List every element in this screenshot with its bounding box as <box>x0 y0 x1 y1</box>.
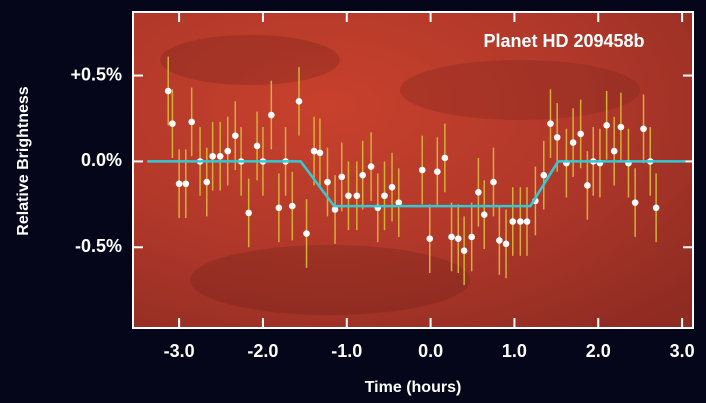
data-point <box>224 147 232 155</box>
data-point <box>345 192 352 200</box>
data-point <box>324 178 331 186</box>
data-point <box>502 240 510 248</box>
x-tick-label: -3.0 <box>164 341 195 361</box>
data-point <box>203 178 211 186</box>
texture <box>190 245 470 315</box>
data-point <box>288 202 296 210</box>
data-point <box>231 132 239 139</box>
data-point <box>188 118 195 126</box>
data-point <box>441 154 449 162</box>
data-point <box>523 218 531 225</box>
data-point <box>245 209 252 217</box>
data-point <box>359 171 367 179</box>
data-point <box>209 152 216 160</box>
texture <box>400 60 640 120</box>
y-axis-label: Relative Brightness <box>15 86 32 235</box>
data-point <box>426 235 434 242</box>
y-tick-label: -0.5% <box>75 236 122 256</box>
data-point <box>182 180 190 188</box>
data-point <box>610 147 618 155</box>
data-point <box>295 98 303 105</box>
data-point <box>540 171 548 179</box>
data-point <box>517 218 524 225</box>
y-tick-label: +0.5% <box>70 64 122 84</box>
model-line <box>147 160 686 208</box>
x-tick-label: 3.0 <box>670 341 695 361</box>
data-point <box>268 111 275 119</box>
data-point <box>275 204 283 212</box>
data-point <box>584 182 591 189</box>
data-point <box>547 120 554 127</box>
x-tick-label: 0.0 <box>418 341 443 361</box>
data-point <box>490 178 497 186</box>
plot-frame <box>132 11 694 329</box>
data-point <box>569 139 577 146</box>
x-tick-label: -2.0 <box>247 341 278 361</box>
x-axis-label: Time (hours) <box>365 379 462 396</box>
data-point <box>496 237 503 244</box>
data-point <box>175 180 183 188</box>
data-point <box>367 163 375 170</box>
data-point <box>338 173 346 181</box>
texture <box>160 35 340 85</box>
data-point <box>631 199 639 206</box>
data-point <box>480 211 488 218</box>
annotation: Planet HD 209458b <box>483 31 644 51</box>
data-point <box>640 125 647 133</box>
data-point <box>454 235 462 242</box>
data-point <box>448 233 455 241</box>
data-point <box>434 168 441 176</box>
data-point <box>331 206 339 213</box>
data-point <box>468 233 475 241</box>
data-point <box>475 189 482 196</box>
data-point <box>617 123 625 131</box>
data-point <box>303 230 310 237</box>
data-point <box>418 166 426 174</box>
data-point <box>460 247 468 255</box>
data-point <box>164 87 172 95</box>
data-point <box>253 142 261 150</box>
data-point <box>577 130 584 138</box>
data-point <box>216 152 224 160</box>
data-point <box>603 122 610 129</box>
data-point <box>509 218 517 225</box>
data-point <box>353 192 361 200</box>
data-point <box>395 199 403 206</box>
data-point <box>316 149 324 157</box>
data-point <box>388 183 396 191</box>
x-tick-label: 2.0 <box>586 341 611 361</box>
data-point <box>310 147 318 155</box>
data-point <box>553 134 561 141</box>
data-point <box>652 204 660 212</box>
x-tick-label: -1.0 <box>331 341 362 361</box>
data-point <box>381 192 388 200</box>
y-tick-label: 0.0% <box>81 150 122 170</box>
data-point <box>169 120 176 127</box>
x-tick-label: 1.0 <box>502 341 527 361</box>
